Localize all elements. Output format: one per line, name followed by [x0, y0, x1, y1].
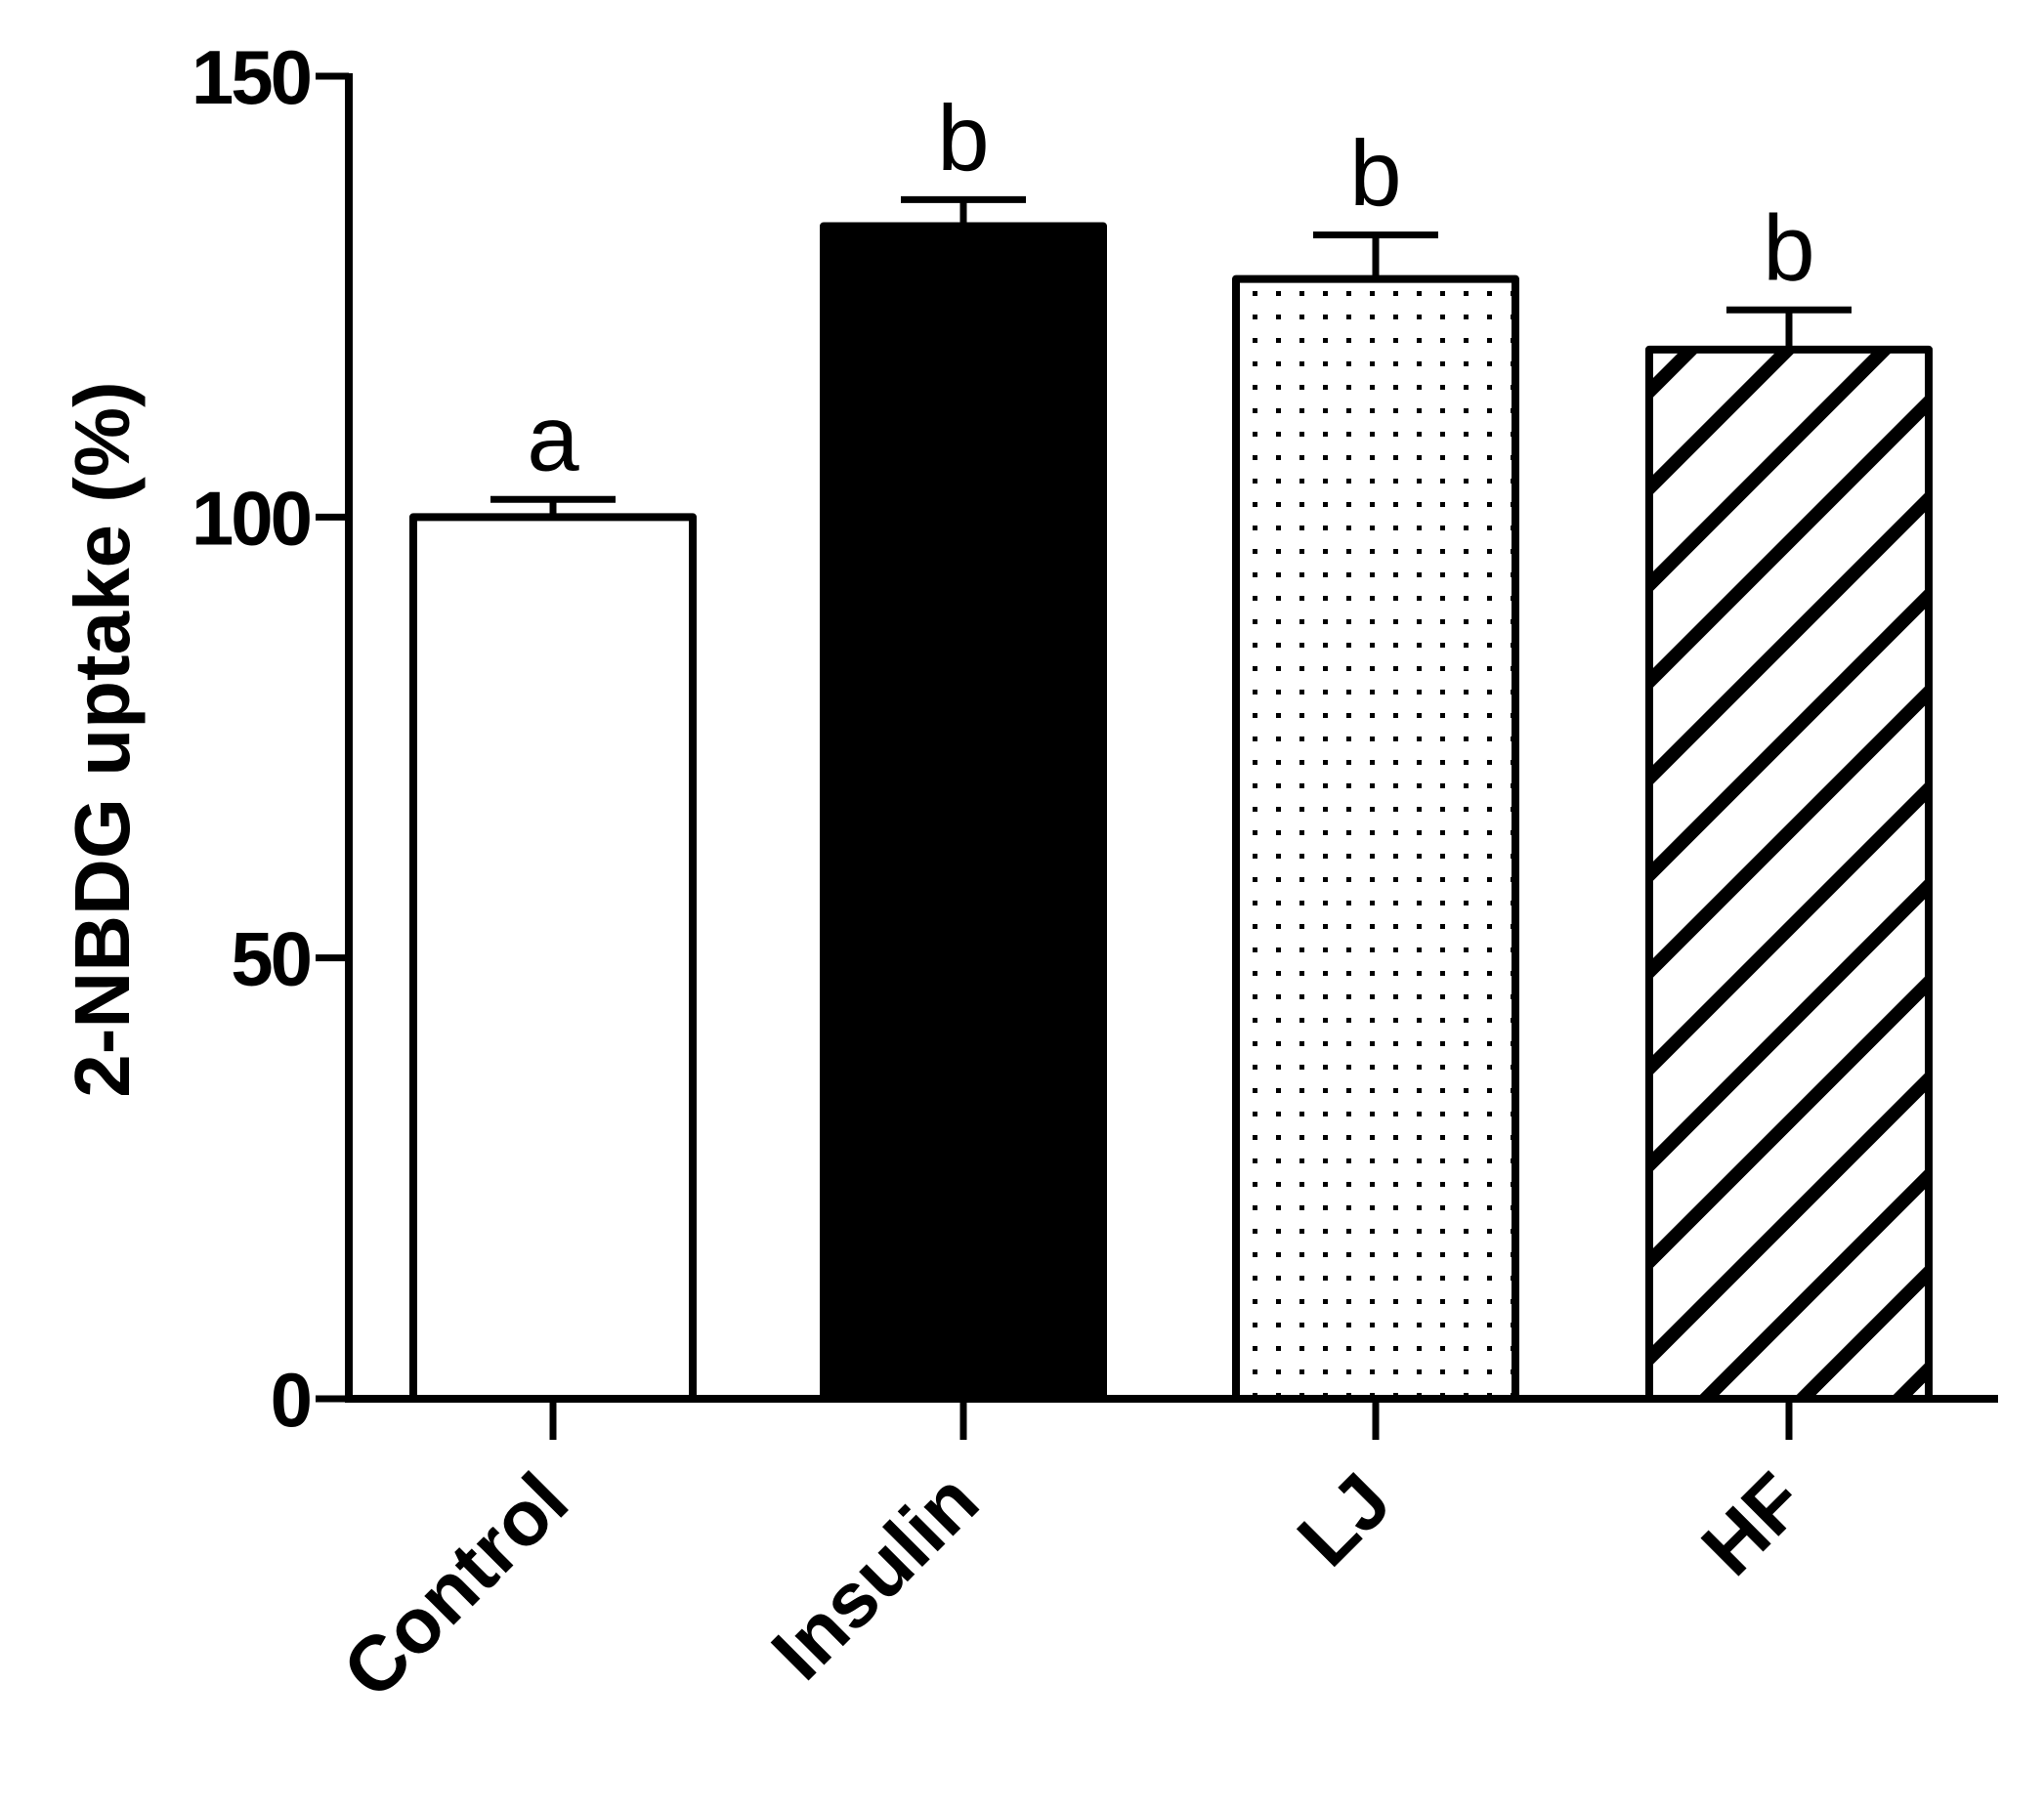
significance-letter-hf: b: [1763, 196, 1814, 301]
y-tick-label-0: 0: [271, 1357, 311, 1443]
significance-letter-lj: b: [1349, 121, 1401, 226]
bars-layer: [409, 195, 1933, 1404]
x-tick-label-hf: HF: [1685, 1456, 1820, 1591]
significance-letter-control: a: [527, 386, 579, 490]
y-axis-title: 2-NBDG uptake (%): [59, 381, 146, 1097]
bar-insulin: [820, 222, 1107, 1403]
x-tick-label-insulin: Insulin: [755, 1456, 995, 1696]
significance-letter-insulin: b: [937, 86, 989, 190]
x-tick-label-control: Control: [326, 1456, 584, 1714]
bar-hf: [1645, 345, 1933, 1403]
bar-lj: [1232, 274, 1519, 1404]
y-tick-label-100: 100: [192, 475, 311, 561]
bar-control: [409, 513, 697, 1403]
axes-layer: [316, 72, 1998, 1440]
y-tick-label-150: 150: [192, 34, 311, 120]
x-tick-label-lj: LJ: [1281, 1456, 1407, 1582]
y-tick-label-50: 50: [231, 916, 310, 1002]
